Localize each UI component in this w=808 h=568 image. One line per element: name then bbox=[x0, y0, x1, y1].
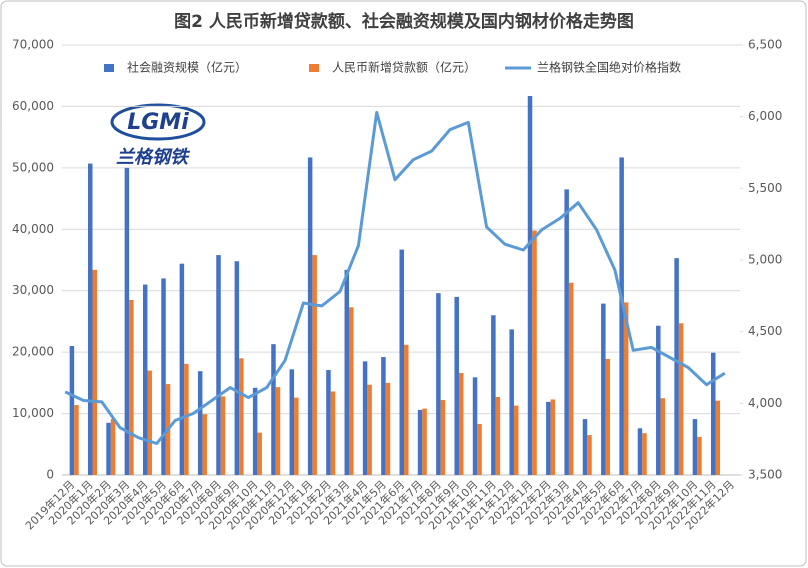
bar bbox=[179, 263, 185, 475]
bar bbox=[257, 432, 262, 475]
bar bbox=[472, 377, 478, 475]
bar bbox=[674, 258, 679, 475]
legend-label: 人民币新增贷款额（亿元） bbox=[332, 60, 476, 75]
y2-tick-label: 5,500 bbox=[748, 181, 782, 195]
bar bbox=[367, 384, 372, 475]
bar bbox=[106, 422, 111, 475]
bar bbox=[289, 369, 295, 475]
bar bbox=[582, 419, 588, 475]
bar bbox=[385, 382, 391, 475]
bar bbox=[399, 249, 404, 475]
bar bbox=[513, 405, 519, 475]
bar bbox=[678, 323, 684, 475]
bar bbox=[252, 387, 258, 475]
bar bbox=[184, 363, 189, 475]
bar bbox=[349, 307, 354, 475]
y-tick-label: 20,000 bbox=[12, 345, 54, 359]
bar bbox=[216, 255, 221, 475]
bar bbox=[307, 157, 313, 475]
bar bbox=[92, 269, 97, 475]
y2-tick-label: 4,000 bbox=[748, 396, 782, 410]
bar bbox=[527, 95, 533, 475]
bar bbox=[715, 400, 721, 475]
bar bbox=[495, 396, 501, 475]
bar bbox=[454, 296, 459, 475]
bar bbox=[330, 391, 336, 475]
bar bbox=[197, 371, 203, 475]
y-tick-label: 10,000 bbox=[12, 406, 54, 420]
bar bbox=[660, 398, 666, 475]
bar bbox=[234, 261, 240, 475]
y-tick-label: 40,000 bbox=[12, 222, 54, 236]
bar bbox=[637, 428, 643, 475]
bar bbox=[110, 419, 116, 475]
legend-label: 兰格钢铁全国绝对价格指数 bbox=[537, 60, 681, 75]
bar bbox=[142, 284, 148, 475]
bar bbox=[550, 399, 556, 475]
bar bbox=[477, 424, 482, 475]
bar bbox=[436, 293, 441, 475]
bar bbox=[147, 370, 152, 475]
bar bbox=[509, 329, 514, 475]
bar bbox=[74, 404, 79, 475]
bar bbox=[417, 409, 423, 475]
bar bbox=[344, 269, 350, 475]
logo-subtitle: 兰格钢铁 bbox=[116, 147, 191, 168]
bar bbox=[623, 302, 629, 475]
bar bbox=[601, 303, 606, 475]
bar bbox=[619, 157, 624, 475]
bar bbox=[312, 255, 317, 475]
bar bbox=[605, 358, 611, 475]
y2-tick-label: 6,000 bbox=[748, 109, 782, 123]
bar bbox=[239, 358, 244, 475]
chart-title: 图2 人民币新增贷款额、社会融资规模及国内钢材价格走势图 bbox=[174, 11, 634, 32]
bar bbox=[326, 369, 331, 475]
y2-tick-label: 6,500 bbox=[748, 38, 782, 52]
bar bbox=[440, 400, 446, 475]
y-tick-label: 70,000 bbox=[12, 38, 54, 52]
bar bbox=[711, 352, 716, 475]
y2-tick-label: 5,000 bbox=[748, 253, 782, 267]
logo: LGMi 兰格钢铁 bbox=[110, 103, 206, 168]
bar bbox=[381, 357, 386, 475]
bar bbox=[532, 230, 537, 475]
y2-tick-label: 4,500 bbox=[748, 324, 782, 338]
legend-swatch bbox=[104, 64, 114, 72]
bar bbox=[642, 433, 647, 475]
bar bbox=[87, 163, 93, 476]
y-tick-label: 50,000 bbox=[12, 160, 54, 174]
bar bbox=[422, 408, 427, 475]
bar bbox=[546, 401, 551, 475]
bar bbox=[271, 344, 276, 475]
logo-ring bbox=[110, 103, 206, 141]
bar bbox=[129, 299, 134, 475]
y-tick-label: 60,000 bbox=[12, 99, 54, 113]
bar bbox=[275, 387, 281, 475]
bar bbox=[692, 419, 698, 475]
bar bbox=[568, 282, 574, 475]
y2-tick-label: 3,500 bbox=[748, 468, 782, 482]
bar bbox=[564, 189, 569, 475]
bar bbox=[124, 167, 130, 475]
line bbox=[64, 110, 726, 445]
bar bbox=[220, 396, 226, 475]
logo-text: LGMi bbox=[127, 110, 189, 135]
bar bbox=[697, 436, 702, 475]
legend-swatch bbox=[309, 64, 319, 72]
bar bbox=[294, 397, 299, 475]
bar bbox=[491, 315, 496, 475]
bar bbox=[404, 344, 409, 475]
bar bbox=[69, 346, 75, 475]
legend-label: 社会融资规模（亿元） bbox=[127, 60, 247, 75]
y-tick-label: 30,000 bbox=[12, 283, 54, 297]
bar bbox=[656, 325, 661, 475]
bar bbox=[458, 373, 464, 475]
bar bbox=[202, 414, 207, 475]
bar bbox=[362, 361, 368, 475]
bar bbox=[161, 278, 166, 475]
bar bbox=[587, 435, 592, 475]
y-tick-label: 0 bbox=[46, 468, 54, 482]
